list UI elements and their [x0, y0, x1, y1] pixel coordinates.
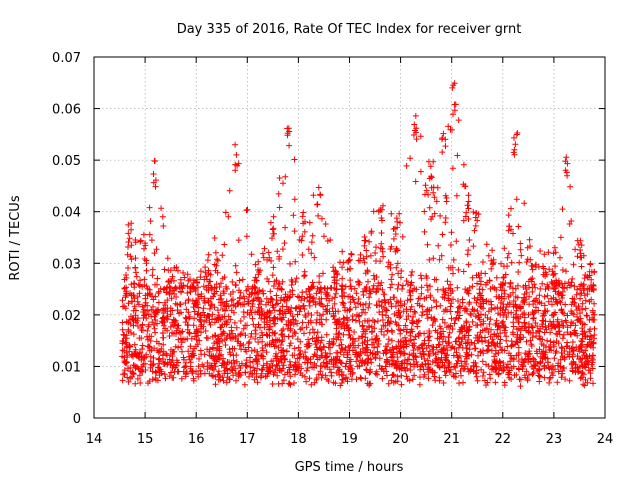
x-tick-label: 16 [188, 432, 205, 447]
y-tick-label: 0.07 [52, 51, 81, 66]
x-tick-label: 17 [239, 432, 256, 447]
y-tick-label: 0.01 [52, 360, 81, 375]
x-tick-label: 20 [392, 432, 409, 447]
chart-title: Day 335 of 2016, Rate Of TEC Index for r… [177, 22, 522, 37]
axis-ticks [93, 56, 606, 419]
x-tick-label: 19 [341, 432, 358, 447]
x-tick-label: 24 [597, 432, 614, 447]
data-points [119, 80, 598, 390]
x-tick-label: 23 [546, 432, 563, 447]
x-axis-title: GPS time / hours [295, 460, 404, 475]
scatter-points [119, 80, 598, 390]
x-tick-label: 14 [86, 432, 103, 447]
y-tick-label: 0.04 [52, 206, 81, 221]
y-tick-label: 0 [73, 412, 81, 427]
x-tick-label: 21 [443, 432, 460, 447]
y-tick-label: 0.03 [52, 257, 81, 272]
y-tick-label: 0.05 [52, 154, 81, 169]
y-tick-labels: 0 0.01 0.02 0.03 0.04 0.05 0.06 0.07 [52, 51, 81, 427]
x-tick-label: 22 [495, 432, 512, 447]
y-axis-title: ROTI / TECUs [8, 195, 23, 280]
y-tick-label: 0.02 [52, 309, 81, 324]
x-tick-labels: 14 15 16 17 18 19 20 21 22 23 24 [86, 432, 614, 447]
y-tick-label: 0.06 [52, 103, 81, 118]
x-tick-label: 15 [137, 432, 154, 447]
x-tick-label: 18 [290, 432, 307, 447]
